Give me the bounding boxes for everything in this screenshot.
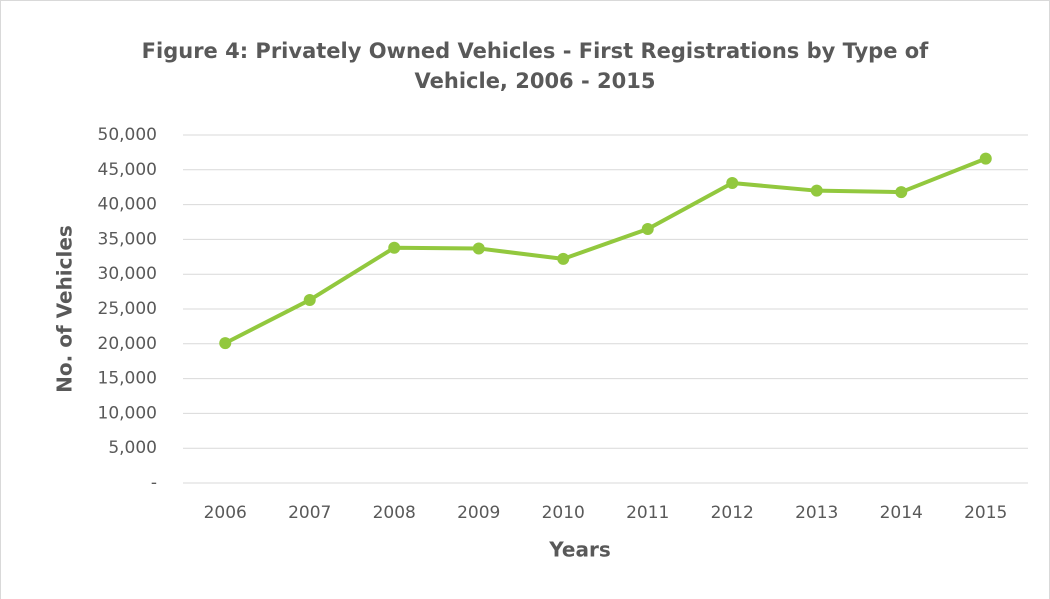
y-axis-label: No. of Vehicles	[53, 225, 77, 393]
marker	[726, 177, 739, 190]
marker	[641, 222, 654, 235]
x-tick-label: 2007	[288, 503, 331, 523]
y-tick-label: 45,000	[98, 160, 157, 180]
y-tick-label: 20,000	[98, 334, 157, 354]
marker	[810, 184, 823, 197]
x-tick-label: 2012	[711, 503, 754, 523]
x-tick-label: 2013	[795, 503, 838, 523]
marker	[388, 241, 401, 254]
x-tick-label: 2006	[204, 503, 247, 523]
y-tick-label: 10,000	[98, 403, 157, 423]
x-tick-label: 2009	[457, 503, 500, 523]
marker	[303, 293, 316, 306]
y-tick-label: 15,000	[98, 369, 157, 389]
x-tick-label: 2015	[964, 503, 1007, 523]
y-tick-label: 5,000	[108, 438, 157, 458]
x-axis-label: Years	[548, 538, 610, 562]
marker	[472, 242, 485, 255]
marker	[219, 337, 232, 350]
y-tick-label: 25,000	[98, 299, 157, 319]
chart-title: Figure 4: Privately Owned Vehicles - Fir…	[141, 39, 929, 93]
marker	[557, 252, 570, 265]
y-tick-label: -	[151, 473, 157, 493]
marker	[979, 152, 992, 165]
x-tick-label: 2010	[542, 503, 585, 523]
y-tick-label: 30,000	[98, 264, 157, 284]
y-tick-label: 50,000	[98, 125, 157, 145]
marker	[895, 186, 908, 199]
y-tick-label: 40,000	[98, 195, 157, 215]
x-tick-label: 2008	[373, 503, 416, 523]
y-tick-label: 35,000	[98, 229, 157, 249]
x-tick-label: 2014	[880, 503, 923, 523]
line	[224, 156, 987, 345]
x-tick-label: 2011	[626, 503, 669, 523]
